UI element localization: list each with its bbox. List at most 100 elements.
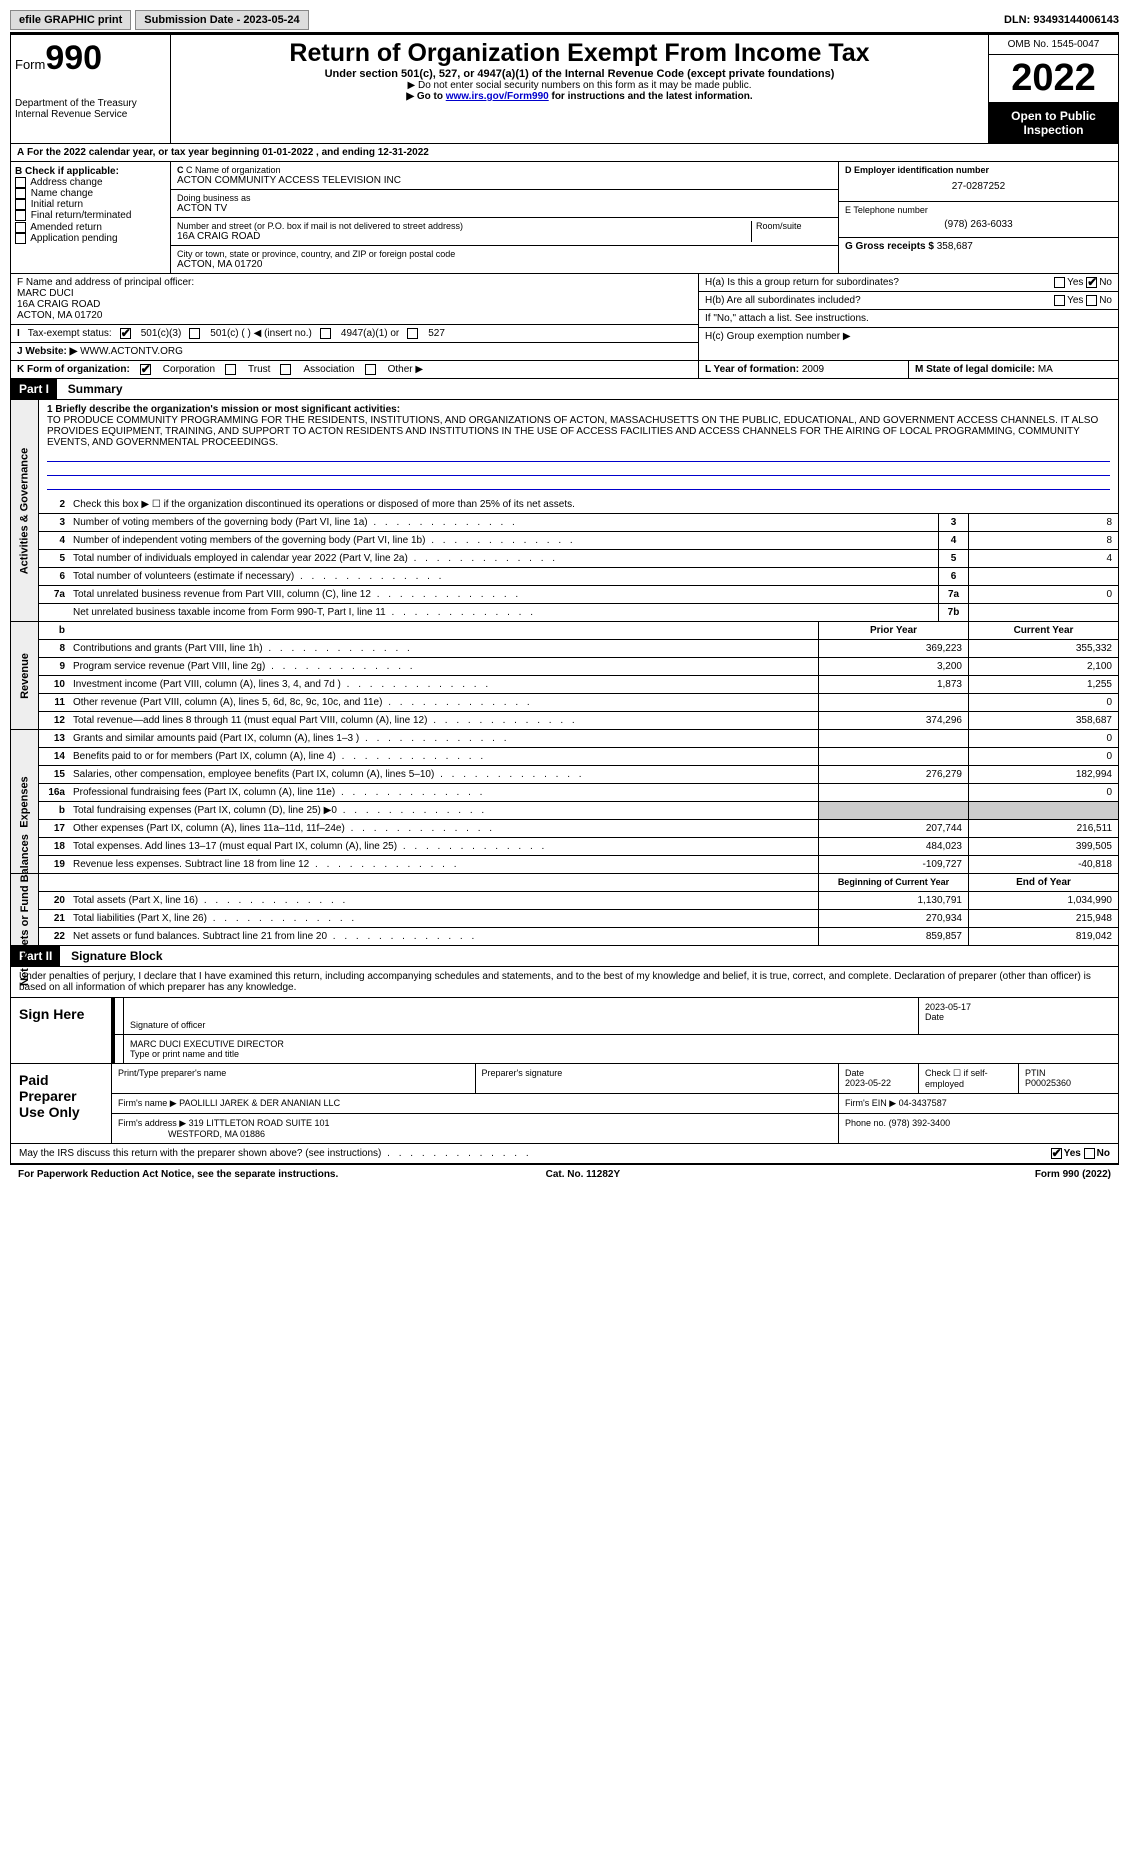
line-box: 5 [938, 550, 968, 567]
room-suite-label: Room/suite [752, 221, 832, 242]
form-header: Form990 Department of the Treasury Inter… [10, 34, 1119, 144]
firm-ein-label: Firm's EIN ▶ [845, 1098, 896, 1108]
prior-year-value: -109,727 [818, 856, 968, 873]
check-501c3[interactable] [120, 328, 131, 339]
discuss-no[interactable] [1084, 1148, 1095, 1159]
check-amended[interactable] [15, 222, 26, 233]
check-4947[interactable] [320, 328, 331, 339]
ptin-value: P00025360 [1025, 1078, 1071, 1088]
check-name-change[interactable] [15, 188, 26, 199]
dba-value: ACTON TV [177, 203, 832, 214]
line-value [968, 604, 1118, 621]
current-year-value: 1,034,990 [968, 892, 1118, 909]
current-year-value: 0 [968, 748, 1118, 765]
hb-label: H(b) Are all subordinates included? [705, 295, 1054, 306]
revenue-section: Revenue b Prior Year Current Year 8Contr… [10, 622, 1119, 730]
current-year-value: 355,332 [968, 640, 1118, 657]
phone-value: (978) 263-6033 [845, 215, 1112, 234]
line-value: 4 [968, 550, 1118, 567]
pra-notice: For Paperwork Reduction Act Notice, see … [18, 1169, 338, 1180]
prior-year-value: 207,744 [818, 820, 968, 837]
check-application-pending[interactable] [15, 233, 26, 244]
m-label: M State of legal domicile: [915, 364, 1035, 375]
part2-header: Part II Signature Block [10, 946, 1119, 967]
line-value: 0 [968, 586, 1118, 603]
sig-date: 2023-05-17 [925, 1002, 1112, 1012]
check-corp[interactable] [140, 364, 151, 375]
line-text: Contributions and grants (Part VIII, lin… [69, 640, 818, 657]
line-text: Total assets (Part X, line 16) [69, 892, 818, 909]
irs-label: Internal Revenue Service [15, 109, 166, 120]
form-subtitle: Under section 501(c), 527, or 4947(a)(1)… [175, 68, 984, 80]
prep-date: 2023-05-22 [845, 1078, 891, 1088]
prior-year-value: 276,279 [818, 766, 968, 783]
prep-sig-label: Preparer's signature [475, 1064, 839, 1093]
hc-label: H(c) Group exemption number ▶ [699, 328, 1118, 345]
net-assets-section: Net Assets or Fund Balances Beginning of… [10, 874, 1119, 946]
dept-treasury: Department of the Treasury [15, 98, 166, 109]
discuss-row: May the IRS discuss this return with the… [10, 1144, 1119, 1164]
prior-year-value [818, 802, 968, 819]
paid-preparer-label: Paid Preparer Use Only [11, 1064, 111, 1143]
line-text: Grants and similar amounts paid (Part IX… [69, 730, 818, 747]
line-text: Program service revenue (Part VIII, line… [69, 658, 818, 675]
col-b-heading: B Check if applicable: [15, 166, 166, 177]
line-text: Total revenue—add lines 8 through 11 (mu… [69, 712, 818, 729]
prior-year-value [818, 694, 968, 711]
prep-name-label: Print/Type preparer's name [111, 1064, 475, 1093]
line-box: 7a [938, 586, 968, 603]
form-number: 990 [45, 39, 102, 77]
check-final-return[interactable] [15, 210, 26, 221]
prior-year-value: 374,296 [818, 712, 968, 729]
line-text: Total expenses. Add lines 13–17 (must eq… [69, 838, 818, 855]
line-value [968, 568, 1118, 585]
ha-no[interactable] [1086, 277, 1097, 288]
check-501c[interactable] [189, 328, 200, 339]
prior-year-value: 270,934 [818, 910, 968, 927]
firm-name: PAOLILLI JAREK & DER ANANIAN LLC [179, 1098, 340, 1108]
hb-yes[interactable] [1054, 295, 1065, 306]
officer-label: F Name and address of principal officer: [17, 277, 692, 288]
ha-yes[interactable] [1054, 277, 1065, 288]
check-trust[interactable] [225, 364, 236, 375]
prior-year-value: 3,200 [818, 658, 968, 675]
check-527[interactable] [407, 328, 418, 339]
form-ref: Form 990 (2022) [1035, 1169, 1111, 1180]
phone-label: E Telephone number [845, 205, 1112, 215]
irs-link[interactable]: www.irs.gov/Form990 [446, 91, 549, 102]
officer-addr2: ACTON, MA 01720 [17, 310, 692, 321]
officer-addr1: 16A CRAIG ROAD [17, 299, 692, 310]
officer-name: MARC DUCI [17, 288, 692, 299]
l-label: L Year of formation: [705, 364, 799, 375]
firm-addr1: 319 LITTLETON ROAD SUITE 101 [189, 1118, 330, 1128]
line2-text: Check this box ▶ ☐ if the organization d… [69, 496, 1118, 513]
org-name: ACTON COMMUNITY ACCESS TELEVISION INC [177, 175, 832, 186]
line-text: Salaries, other compensation, employee b… [69, 766, 818, 783]
row-a-tax-year: A For the 2022 calendar year, or tax yea… [10, 144, 1119, 162]
current-year-value: 216,511 [968, 820, 1118, 837]
vtab-expenses: Expenses [19, 776, 31, 827]
prep-self-employed: Check ☐ if self-employed [918, 1064, 1018, 1093]
firm-phone-label: Phone no. [845, 1118, 886, 1128]
current-year-value [968, 802, 1118, 819]
line-text: Other expenses (Part IX, column (A), lin… [69, 820, 818, 837]
note-ssn: ▶ Do not enter social security numbers o… [175, 80, 984, 91]
cat-no: Cat. No. 11282Y [546, 1169, 620, 1180]
check-assoc[interactable] [280, 364, 291, 375]
line-text: Net unrelated business taxable income fr… [69, 604, 938, 621]
efile-print-button[interactable]: efile GRAPHIC print [10, 10, 131, 30]
sign-here-label: Sign Here [11, 998, 111, 1063]
check-other[interactable] [365, 364, 376, 375]
check-initial-return[interactable] [15, 199, 26, 210]
line-value: 8 [968, 514, 1118, 531]
paid-preparer-block: Paid Preparer Use Only Print/Type prepar… [10, 1064, 1119, 1144]
current-year-value: 182,994 [968, 766, 1118, 783]
current-year-value: 819,042 [968, 928, 1118, 945]
check-address-change[interactable] [15, 177, 26, 188]
hb-no[interactable] [1086, 295, 1097, 306]
current-year-value: 0 [968, 730, 1118, 747]
line-text: Number of independent voting members of … [69, 532, 938, 549]
begin-year-header: Beginning of Current Year [818, 874, 968, 891]
line-box: 6 [938, 568, 968, 585]
discuss-yes[interactable] [1051, 1148, 1062, 1159]
